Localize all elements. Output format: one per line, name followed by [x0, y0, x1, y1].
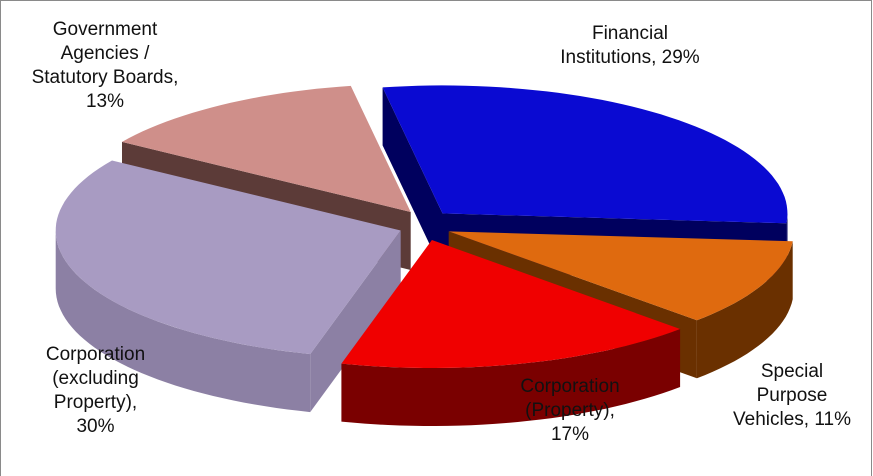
- slice: [55, 160, 401, 355]
- data-label: Government Agencies / Statutory Boards, …: [31, 19, 179, 112]
- slice-side: [341, 329, 681, 426]
- slice-side: [55, 230, 311, 413]
- data-label: Corporation (Property), 17%: [520, 376, 620, 445]
- data-label: Special Purpose Vehicles, 11%: [733, 361, 851, 430]
- data-label: Financial Institutions, 29%: [560, 23, 700, 68]
- slice: [382, 85, 788, 224]
- slice-side: [310, 230, 401, 413]
- slice-side: [382, 87, 443, 272]
- slice: [122, 85, 411, 212]
- data-label: Corporation (excluding Property), 30%: [45, 344, 146, 437]
- slice-side: [696, 241, 793, 379]
- slice: [341, 240, 681, 368]
- slice: [448, 231, 793, 321]
